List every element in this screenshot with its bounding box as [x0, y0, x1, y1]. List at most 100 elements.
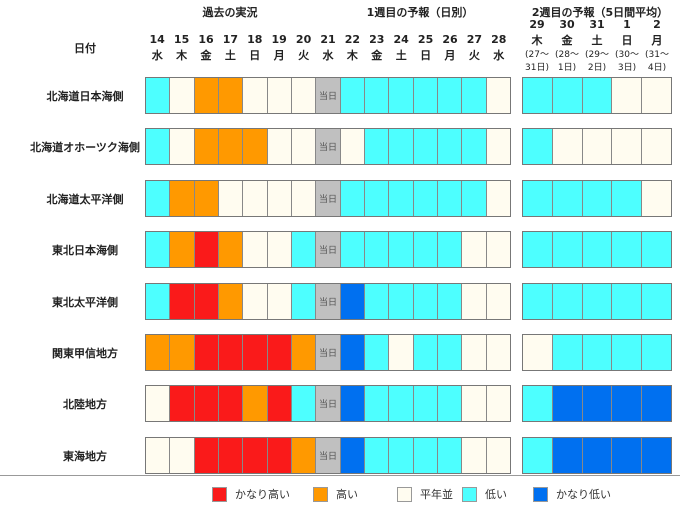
legend-label: 低い	[485, 488, 507, 501]
forecast-cell	[267, 386, 292, 422]
daily-block: 当日	[145, 436, 511, 474]
today-cell: 当日	[316, 129, 341, 165]
forecast-cell	[243, 335, 268, 370]
day-number: 22	[344, 33, 361, 46]
forecast-cell	[437, 335, 463, 370]
today-cell: 当日	[316, 180, 341, 216]
forecast-cell	[413, 129, 438, 165]
date-header: 19 月	[267, 32, 291, 64]
forecast-cell	[462, 437, 487, 473]
forecast-cell	[170, 437, 195, 473]
today-label: 当日	[318, 297, 337, 308]
forecast-cell	[170, 283, 195, 319]
date-header: 18 日	[243, 32, 267, 64]
forecast-cell	[291, 437, 317, 473]
daily-block: 当日	[145, 179, 511, 217]
forecast-cell	[364, 437, 390, 473]
forecast-cell	[462, 78, 487, 113]
today-label: 当日	[318, 143, 337, 154]
week2-block	[522, 385, 672, 423]
day-number: 19	[271, 33, 287, 46]
legend-label: かなり高い	[235, 488, 290, 501]
forecast-cell	[437, 283, 463, 319]
forecast-cell	[612, 78, 643, 113]
forecast-cell	[146, 335, 171, 370]
forecast-cell	[364, 386, 390, 422]
forecast-cell	[340, 437, 365, 473]
forecast-cell	[523, 78, 553, 113]
date-header: 14 水	[145, 32, 169, 64]
week2-header: 1 日 (30～ 3日)	[612, 17, 642, 75]
weekday: 土	[395, 49, 407, 62]
forecast-cell	[523, 386, 553, 422]
today-label: 当日	[318, 349, 337, 359]
forecast-cell	[523, 129, 553, 165]
forecast-cell	[523, 232, 553, 268]
forecast-cell	[291, 232, 317, 268]
forecast-cell	[194, 437, 219, 473]
forecast-cell	[523, 437, 553, 473]
date-label: 日付	[74, 42, 96, 55]
forecast-cell	[364, 283, 390, 319]
forecast-cell	[170, 232, 195, 268]
daily-block: 当日	[145, 282, 511, 320]
forecast-cell	[364, 232, 390, 268]
weekday: 月	[651, 34, 663, 47]
day-number: 29	[529, 18, 545, 31]
forecast-cell	[642, 335, 671, 370]
forecast-cell	[340, 283, 365, 319]
forecast-cell	[642, 129, 671, 165]
forecast-cell	[291, 335, 317, 370]
forecast-cell	[267, 129, 292, 165]
forecast-cell	[413, 232, 438, 268]
forecast-cell	[437, 232, 463, 268]
region-label: 東北太平洋側	[52, 295, 118, 309]
forecast-cell	[291, 283, 317, 319]
day-number: 31	[589, 18, 605, 31]
weekday: 木	[346, 49, 358, 62]
legend-label: 平年並	[420, 488, 453, 501]
forecast-cell	[243, 386, 268, 422]
weekday: 金	[200, 49, 212, 62]
forecast-cell	[642, 78, 671, 113]
daily-block: 当日	[145, 334, 511, 371]
forecast-cell	[340, 180, 365, 216]
forecast-cell	[582, 386, 613, 422]
forecast-cell	[291, 129, 317, 165]
forecast-cell	[552, 78, 583, 113]
week2-block	[522, 77, 672, 114]
forecast-cell	[552, 437, 583, 473]
today-label: 当日	[318, 400, 337, 411]
range-start: (28～	[555, 50, 579, 60]
weekday: 土	[224, 49, 236, 62]
legend-swatch	[212, 486, 227, 502]
forecast-cell	[218, 437, 244, 473]
day-number: 21	[320, 33, 336, 46]
forecast-cell	[462, 232, 487, 268]
region-label: 東海地方	[63, 449, 107, 463]
forecast-cell	[243, 129, 268, 165]
daily-block: 当日	[145, 231, 511, 269]
forecast-cell	[194, 129, 219, 165]
forecast-cell	[642, 232, 671, 268]
forecast-cell	[340, 335, 365, 370]
forecast-cell	[267, 78, 292, 113]
forecast-cell	[486, 386, 510, 422]
forecast-cell	[552, 129, 583, 165]
forecast-cell	[612, 129, 643, 165]
forecast-cell	[291, 78, 317, 113]
daily-block: 当日	[145, 128, 511, 166]
weekday: 日	[420, 49, 432, 62]
forecast-cell	[612, 232, 643, 268]
forecast-cell	[218, 335, 244, 370]
forecast-cell	[146, 386, 171, 422]
forecast-cell	[340, 78, 365, 113]
forecast-cell	[437, 78, 463, 113]
weekday: 金	[561, 34, 573, 47]
range-end: 31日)	[525, 63, 549, 73]
day-number: 28	[491, 33, 507, 46]
week2-header: 31 土 (29～ 2日)	[582, 17, 612, 75]
divider	[0, 475, 680, 476]
weekday: 火	[298, 49, 310, 62]
forecast-cell	[552, 180, 583, 216]
